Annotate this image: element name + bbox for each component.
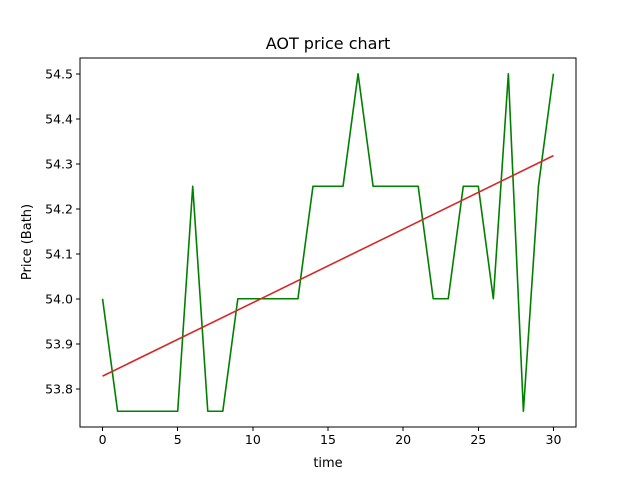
x-tick-label: 15 xyxy=(320,432,336,447)
y-tick-label: 54.3 xyxy=(45,156,73,171)
x-tick-label: 5 xyxy=(174,432,182,447)
x-tick-label: 25 xyxy=(470,432,486,447)
y-axis-label: Price (Bath) xyxy=(20,204,35,280)
x-axis-ticks: 0 5 10 15 20 25 30 xyxy=(99,427,562,447)
y-tick-label: 53.8 xyxy=(45,381,73,396)
x-tick-label: 30 xyxy=(546,432,562,447)
price-series-line xyxy=(101,72,555,413)
y-axis-ticks: 53.8 53.9 54.0 54.1 54.2 54.3 54.4 54.5 xyxy=(45,66,80,396)
y-tick-label: 53.9 xyxy=(45,336,73,351)
chart-title: AOT price chart xyxy=(266,34,391,53)
x-tick-label: 0 xyxy=(99,432,107,447)
y-tick-label: 54.4 xyxy=(45,111,73,126)
y-tick-label: 54.5 xyxy=(45,66,73,81)
trend-line xyxy=(102,154,554,377)
x-axis-label: time xyxy=(313,456,342,471)
y-tick-label: 54.2 xyxy=(45,201,73,216)
x-tick-label: 10 xyxy=(245,432,261,447)
y-tick-label: 54.0 xyxy=(45,291,73,306)
plot-area xyxy=(101,72,555,413)
x-tick-label: 20 xyxy=(395,432,411,447)
y-tick-label: 54.1 xyxy=(45,246,73,261)
